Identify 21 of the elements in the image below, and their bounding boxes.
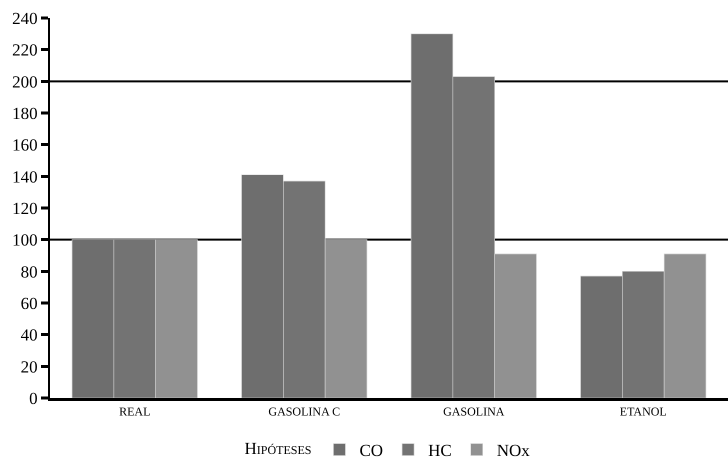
y-tick-label: 200 xyxy=(12,72,38,92)
y-tick-label: 100 xyxy=(12,230,38,250)
y-tick-label: 0 xyxy=(29,388,38,408)
legend-title: Hipóteses xyxy=(244,439,312,458)
y-tick-label: 240 xyxy=(12,8,38,28)
y-tick-label: 140 xyxy=(12,167,38,186)
y-tick-label: 80 xyxy=(20,262,38,282)
x-tick-label: GASOLINA C xyxy=(268,404,340,418)
legend-label: CO xyxy=(359,441,384,460)
y-tick-label: 60 xyxy=(20,294,38,313)
x-tick-label: REAL xyxy=(119,404,150,418)
y-tick-label: 180 xyxy=(12,104,38,123)
legend-label: HC xyxy=(428,441,452,460)
legend-label: NOx xyxy=(496,441,530,460)
y-tick-label: 40 xyxy=(20,326,38,345)
y-tick-label: 20 xyxy=(20,357,38,376)
x-tick-label: ETANOL xyxy=(620,404,667,418)
y-tick-label: 160 xyxy=(12,136,38,155)
y-tick-label: 220 xyxy=(12,40,38,60)
y-tick-label: 120 xyxy=(12,198,38,218)
x-tick-label: GASOLINA xyxy=(443,404,505,418)
